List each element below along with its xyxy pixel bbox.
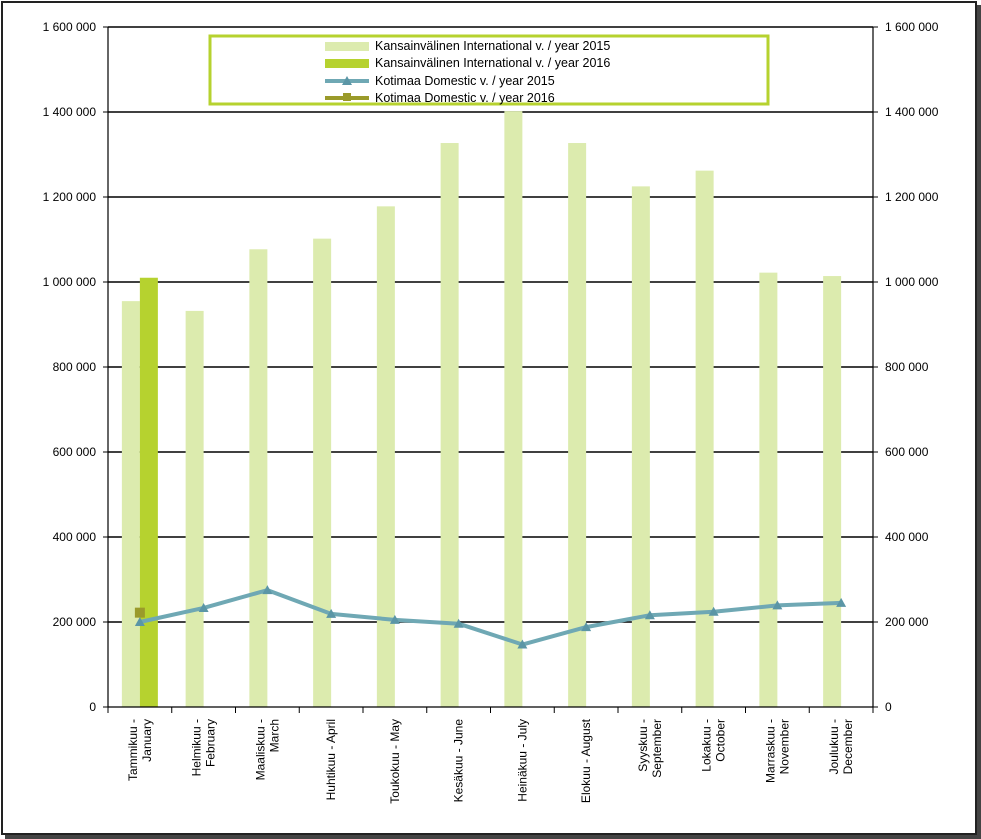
x-tick-label: Joulukuu - — [827, 719, 841, 774]
bar-intl-2015 — [313, 238, 332, 707]
x-tick-label: Helmikuu - — [190, 719, 204, 776]
y-tick-label: 1 000 000 — [885, 275, 939, 289]
x-tick-label: Maaliskuu - — [253, 719, 267, 780]
legend: Kansainvälinen International v. / year 2… — [208, 34, 770, 106]
y-tick-label: 200 000 — [885, 615, 929, 629]
legend-swatch — [325, 59, 369, 68]
point-domestic-2015 — [644, 610, 655, 620]
x-tick-label: January — [140, 719, 154, 762]
x-tick-label: March — [267, 719, 281, 752]
bar-intl-2015 — [376, 206, 395, 707]
bar-intl-2015 — [759, 272, 778, 707]
y-tick-label: 1 600 000 — [43, 20, 97, 34]
bar-intl-2015 — [695, 170, 714, 707]
x-tick-label: February — [204, 719, 218, 767]
y-tick-label: 800 000 — [53, 360, 97, 374]
y-tick-label: 600 000 — [885, 445, 929, 459]
point-domestic-2015 — [453, 618, 464, 628]
point-domestic-2015 — [389, 614, 400, 624]
point-domestic-2015 — [836, 597, 847, 607]
y-tick-label: 0 — [89, 700, 96, 714]
x-tick-label: September — [650, 719, 664, 778]
point-domestic-2016 — [134, 607, 145, 618]
point-domestic-2015 — [581, 622, 592, 632]
x-tick-label: Heinäkuu - July — [515, 719, 529, 802]
point-domestic-2015 — [326, 608, 337, 618]
point-domestic-2015 — [198, 602, 209, 612]
y-tick-label: 1 000 000 — [43, 275, 97, 289]
x-tick-label: Lokakuu - — [700, 719, 714, 772]
y-tick-label: 1 400 000 — [885, 105, 939, 119]
bar-intl-2015 — [504, 111, 523, 707]
bar-intl-2015 — [121, 301, 140, 707]
y-tick-label: 200 000 — [53, 615, 97, 629]
bar-intl-2016 — [139, 277, 158, 707]
x-tick-label: Huhtikuu - April — [324, 719, 338, 800]
bar-intl-2015 — [440, 143, 459, 707]
legend-label: Kansainvälinen International v. / year 2… — [375, 56, 610, 70]
bars — [121, 111, 842, 707]
bar-intl-2015 — [185, 310, 204, 707]
point-domestic-2015 — [517, 639, 528, 649]
y-tick-label: 1 200 000 — [43, 190, 97, 204]
legend-marker — [343, 93, 351, 101]
x-tick-label: Toukokuu - May — [388, 719, 402, 804]
y-tick-label: 1 200 000 — [885, 190, 939, 204]
bar-intl-2015 — [631, 186, 650, 707]
y-axis-left-labels: 0 200 000 400 000 600 000 800 000 1 000 000 1 … — [43, 20, 97, 714]
x-tick-label: October — [714, 719, 728, 762]
legend-label: Kotimaa Domestic v. / year 2015 — [375, 74, 555, 88]
legend-swatch — [325, 42, 369, 51]
gridlines — [108, 26, 873, 623]
y-tick-label: 1 400 000 — [43, 105, 97, 119]
x-tick-label: November — [777, 719, 791, 774]
y-tick-label: 400 000 — [885, 530, 929, 544]
x-tick-label: Marraskuu - — [763, 719, 777, 783]
y-tick-label: 0 — [885, 700, 892, 714]
y-tick-label: 800 000 — [885, 360, 929, 374]
legend-marker — [342, 76, 352, 85]
legend-box — [208, 34, 770, 106]
bar-intl-2015 — [249, 249, 268, 707]
x-axis-labels: Tammikuu - January Helmikuu - February Maali… — [126, 718, 855, 803]
axes — [103, 26, 878, 713]
point-domestic-2015 — [262, 585, 273, 595]
lines — [134, 585, 847, 649]
y-tick-label: 400 000 — [53, 530, 97, 544]
point-domestic-2015 — [134, 617, 145, 626]
legend-label: Kotimaa Domestic v. / year 2016 — [375, 91, 555, 105]
x-tick-label: Syyskuu - — [636, 719, 650, 772]
y-axis-right-labels: 0 200 000 400 000 600 000 800 000 1 000 000 1 … — [885, 20, 939, 714]
y-tick-label: 1 600 000 — [885, 20, 939, 34]
bar-intl-2015 — [823, 276, 842, 707]
x-tick-label: Elokuu - August — [579, 718, 593, 803]
point-domestic-2015 — [708, 606, 719, 616]
x-tick-label: Tammikuu - — [126, 719, 140, 781]
legend-label: Kansainvälinen International v. / year 2… — [375, 39, 610, 53]
line-domestic-2015 — [139, 588, 842, 647]
x-tick-label: December — [841, 719, 855, 774]
x-tick-label: Kesäkuu - June — [452, 719, 466, 803]
point-domestic-2015 — [772, 600, 783, 610]
bar-intl-2015 — [568, 143, 587, 707]
y-tick-label: 600 000 — [53, 445, 97, 459]
